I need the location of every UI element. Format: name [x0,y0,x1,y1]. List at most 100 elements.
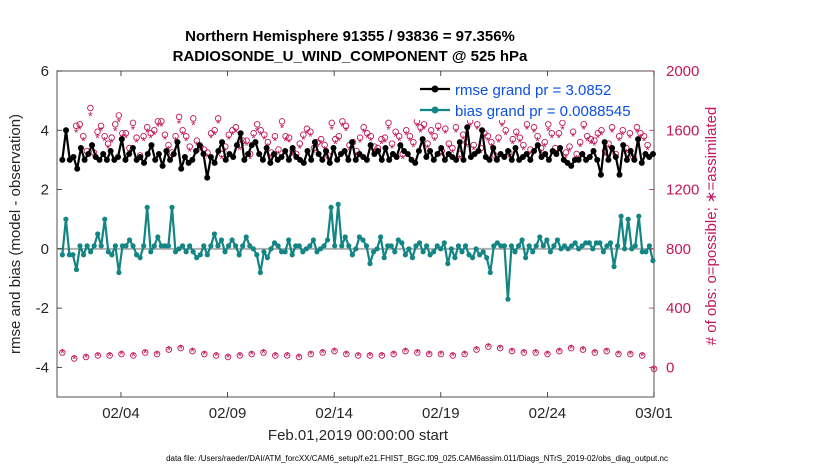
assimilated-obs-point: * [507,151,512,165]
possible-obs-point [232,124,240,131]
assimilated-obs-point: * [383,136,388,150]
bias-point [604,243,610,249]
assimilated-obs-point: * [276,148,281,162]
possible-obs-point [485,343,492,350]
bias-point [448,246,454,252]
rmse-point [553,150,560,157]
rmse-point [155,150,162,157]
assimilated-obs-point: * [336,135,341,149]
assimilated-obs-point: * [478,147,483,161]
bias-point [204,252,210,258]
bias-point [406,246,412,252]
assimilated-obs-point: * [320,347,325,361]
bias-point [225,243,232,249]
assimilated-obs-point: * [628,132,633,146]
rmse-point [59,156,66,163]
assimilated-obs-point: * [427,348,432,362]
possible-obs-point [541,138,548,146]
possible-obs-point [569,128,577,136]
bias-point [392,249,398,255]
rmse-point [382,145,389,152]
bias-point [155,234,161,240]
plot-frame [56,70,655,398]
possible-obs-point [470,141,477,149]
bias-point [565,246,571,252]
assimilated-obs-point: * [581,123,586,137]
possible-obs-point [406,132,414,140]
bias-point [183,249,189,255]
bias-point [487,269,493,276]
possible-obs-point [414,349,421,356]
assimilated-obs-point: * [432,135,437,149]
rmse-point [631,156,638,163]
assimilated-obs-point: * [262,133,267,147]
assimilated-obs-point: * [261,347,266,361]
bias-point [530,249,536,255]
bias-point [137,255,143,261]
possible-obs-point [179,127,186,134]
bias-point [80,252,87,258]
assimilated-obs-point: * [237,350,242,364]
assimilated-obs-point: * [138,154,143,168]
assimilated-obs-point: * [592,347,597,361]
possible-obs-point [420,121,428,128]
rmse-point [300,159,307,166]
bias-point [243,234,249,240]
assimilated-obs-point: * [237,144,242,158]
possible-obs-point [193,137,201,144]
assimilated-obs-point: * [486,341,491,355]
assimilated-obs-point: * [461,133,466,147]
possible-obs-point [520,349,528,356]
bias-point [98,243,104,249]
possible-obs-point [562,149,570,156]
assimilated-obs-point: * [439,149,444,163]
possible-obs-point [296,140,304,147]
bias-point [374,246,380,252]
possible-obs-point [425,350,433,358]
rmse-point [100,150,107,157]
possible-obs-point [307,350,315,358]
rmse-point [568,162,575,169]
assimilated-obs-point: * [486,135,491,149]
rmse-point [649,150,656,157]
assimilated-obs-point: * [635,126,640,140]
possible-obs-point [615,350,622,358]
assimilated-obs-point: * [642,135,647,149]
assimilated-obs-point: * [60,347,65,361]
possible-obs-point [484,132,492,140]
rmse-point [167,156,174,163]
bias-point [250,246,256,252]
possible-obs-point [130,352,137,359]
bias-point [179,243,186,249]
possible-obs-point [619,127,627,134]
right-tick-label: 0 [666,359,674,376]
bias-point [508,243,515,249]
bias-point [84,243,90,249]
rmse-point [493,156,500,163]
bias-point [233,243,239,249]
possible-obs-point [392,128,399,136]
assimilated-obs-point: * [280,121,285,135]
possible-obs-point [530,124,538,131]
bias-point [222,249,228,255]
x-tick-label: 02/24 [529,405,567,422]
assimilated-obs-point: * [155,120,160,134]
plot-area [56,70,655,398]
assimilated-obs-point: * [361,126,366,140]
possible-obs-point [473,121,481,128]
bias-point [151,243,157,249]
possible-obs-point [94,128,101,136]
assimilated-obs-point: * [258,129,263,143]
possible-obs-point [615,132,623,140]
assimilated-obs-point: * [422,123,427,137]
assimilated-obs-point: * [333,138,338,152]
rmse-point [200,150,207,157]
bias-point [473,246,479,252]
rmse-point [404,150,411,157]
bias-point [102,216,108,222]
assimilated-obs-point: * [297,142,302,156]
bias-point [618,213,624,219]
assimilated-obs-point: * [546,124,551,138]
bias-point [399,240,405,246]
bias-point [629,246,635,252]
